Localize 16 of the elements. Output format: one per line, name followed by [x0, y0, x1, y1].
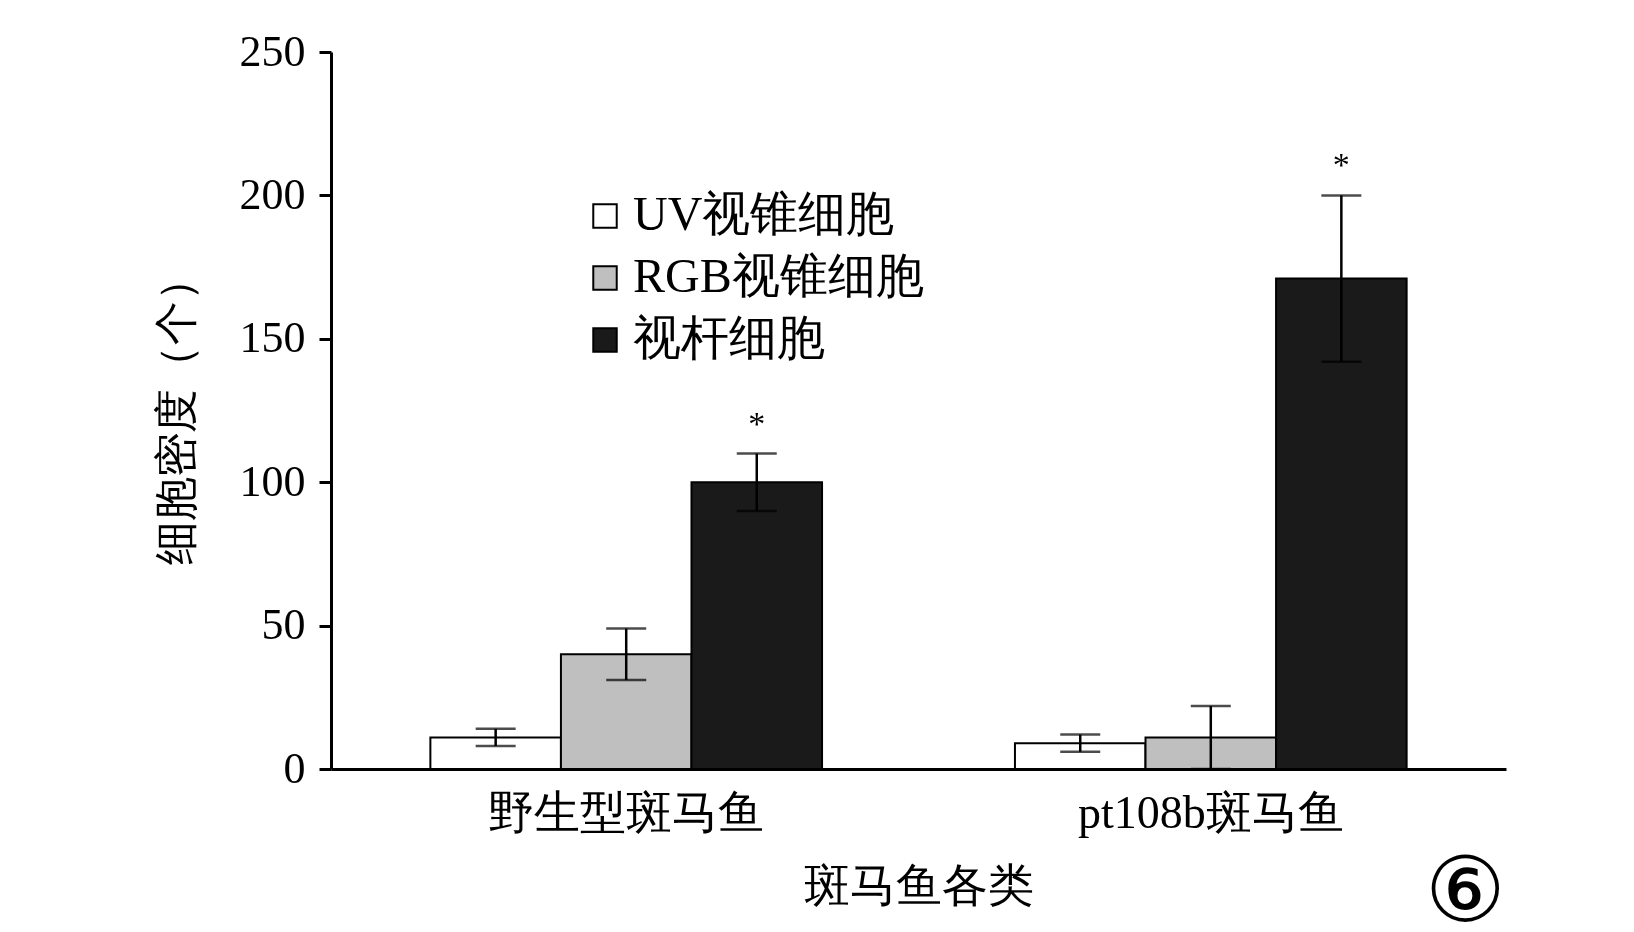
y-tick-label: 0	[283, 743, 306, 793]
y-tick-label: 100	[239, 456, 306, 506]
annotation: *	[1332, 146, 1350, 184]
x-tick-label: pt108b斑马鱼	[1077, 786, 1344, 838]
y-axis-title: 细胞密度（个）	[151, 257, 201, 565]
text: ⑥	[1425, 841, 1506, 932]
legend-label: RGB视锥细胞	[633, 249, 924, 302]
legend-label: 视杆细胞	[633, 311, 825, 364]
y-tick-label: 200	[239, 169, 306, 219]
x-axis-title: 斑马鱼各类	[804, 859, 1034, 911]
x-tick-label: 野生型斑马鱼	[488, 786, 765, 838]
y-tick-label: 250	[239, 26, 306, 76]
legend-label: UV视锥细胞	[633, 187, 895, 240]
y-tick-label: 50	[261, 600, 306, 650]
y-tick-label: 150	[239, 313, 306, 363]
annotation: *	[748, 404, 766, 442]
